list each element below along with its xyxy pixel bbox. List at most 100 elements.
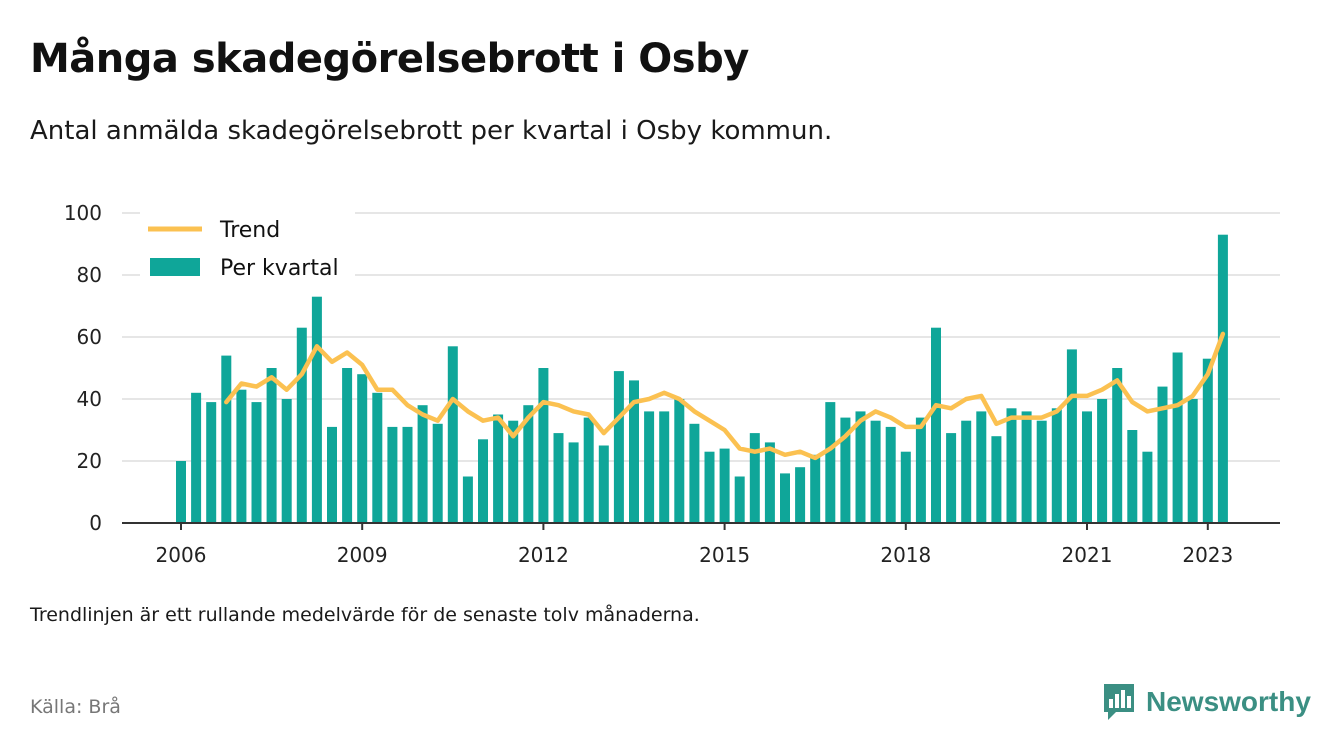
chart-title: Många skadegörelsebrott i Osby xyxy=(30,36,749,82)
bar xyxy=(946,433,957,523)
bar xyxy=(734,476,745,523)
bar xyxy=(538,368,549,523)
bar xyxy=(764,442,775,523)
bar xyxy=(493,414,504,523)
bar xyxy=(296,327,307,523)
y-tick-label: 0 xyxy=(89,511,102,535)
bar xyxy=(311,296,322,523)
bar xyxy=(568,442,579,523)
bar xyxy=(372,392,383,523)
bar xyxy=(840,417,851,523)
newsworthy-logo: Newsworthy xyxy=(1102,682,1311,722)
bar xyxy=(417,405,428,523)
bar xyxy=(432,423,443,523)
footnote: Trendlinjen är ett rullande medelvärde f… xyxy=(30,604,700,626)
bar xyxy=(629,380,639,523)
bar xyxy=(1051,408,1062,523)
bar xyxy=(613,371,624,523)
bar xyxy=(855,411,866,523)
bar xyxy=(689,423,700,523)
x-tick-label: 2006 xyxy=(156,543,207,567)
bar xyxy=(281,399,292,523)
legend: Trend Per kvartal xyxy=(140,212,355,292)
bar xyxy=(1202,358,1213,523)
legend-bar-label: Per kvartal xyxy=(220,256,339,281)
bar-series xyxy=(176,234,1228,523)
bar xyxy=(206,402,217,523)
bar xyxy=(251,402,262,523)
bar xyxy=(780,473,790,523)
bar xyxy=(357,374,368,523)
y-tick-label: 20 xyxy=(77,449,102,473)
legend-bar-swatch xyxy=(150,258,200,276)
bar xyxy=(1157,386,1168,523)
y-tick-label: 60 xyxy=(77,325,102,349)
bar xyxy=(266,368,277,523)
bar xyxy=(236,389,247,523)
trend-line xyxy=(224,331,1226,461)
bar xyxy=(1217,234,1228,523)
bar xyxy=(1036,420,1047,523)
bar xyxy=(825,402,836,523)
y-axis: 0 20 40 60 80 100 xyxy=(64,201,102,535)
bar-chart-speech-bubble-icon xyxy=(1104,684,1134,720)
bar xyxy=(553,433,564,523)
bar xyxy=(674,399,685,523)
bar xyxy=(931,327,941,523)
x-tick-label: 2021 xyxy=(1062,543,1113,567)
bar xyxy=(644,411,655,523)
brand-name: Newsworthy xyxy=(1146,686,1311,717)
bar xyxy=(402,426,413,523)
bar xyxy=(704,451,715,523)
bar xyxy=(176,461,186,523)
source-credit: Källa: Brå xyxy=(30,696,121,718)
bar xyxy=(508,420,519,523)
bar xyxy=(810,454,821,523)
bar xyxy=(991,436,1002,523)
bar xyxy=(749,433,760,523)
bar xyxy=(583,417,594,523)
bar xyxy=(1142,451,1153,523)
bar xyxy=(1112,368,1123,523)
bar xyxy=(327,426,337,523)
bar xyxy=(387,426,398,523)
bar xyxy=(1066,349,1077,523)
x-tick-label: 2012 xyxy=(518,543,569,567)
bar xyxy=(1187,399,1198,523)
bar xyxy=(478,439,488,523)
bar xyxy=(659,411,670,523)
bar xyxy=(1082,411,1092,523)
x-tick-label: 2015 xyxy=(699,543,750,567)
bar xyxy=(870,420,881,523)
bar xyxy=(961,420,972,523)
bar xyxy=(342,368,353,523)
y-tick-label: 100 xyxy=(64,201,102,225)
bar xyxy=(221,355,232,523)
bar xyxy=(447,346,458,523)
x-axis: 2006 2009 2012 2015 2018 2021 2023 xyxy=(156,523,1233,567)
bar xyxy=(462,476,473,523)
bar xyxy=(598,445,609,523)
x-tick-label: 2009 xyxy=(337,543,388,567)
bar xyxy=(523,405,534,523)
x-tick-label: 2023 xyxy=(1182,543,1233,567)
bar xyxy=(1006,408,1017,523)
chart: 0 20 40 60 80 100 2006 2009 2012 2015 2018 2021 202… xyxy=(64,201,1280,567)
bar xyxy=(915,417,926,523)
bar xyxy=(900,451,911,523)
bar xyxy=(1172,352,1183,523)
bar xyxy=(976,411,987,523)
bar xyxy=(1021,411,1032,523)
legend-trend-label: Trend xyxy=(219,218,280,243)
bar xyxy=(191,392,202,523)
x-tick-label: 2018 xyxy=(880,543,931,567)
legend-background xyxy=(140,212,355,292)
bar xyxy=(885,426,896,523)
bar xyxy=(795,467,806,523)
y-tick-label: 40 xyxy=(77,387,102,411)
chart-subtitle: Antal anmälda skadegörelsebrott per kvar… xyxy=(30,116,833,146)
bar xyxy=(719,448,730,523)
y-tick-label: 80 xyxy=(77,263,102,287)
bar xyxy=(1127,430,1138,523)
bar xyxy=(1097,399,1108,523)
